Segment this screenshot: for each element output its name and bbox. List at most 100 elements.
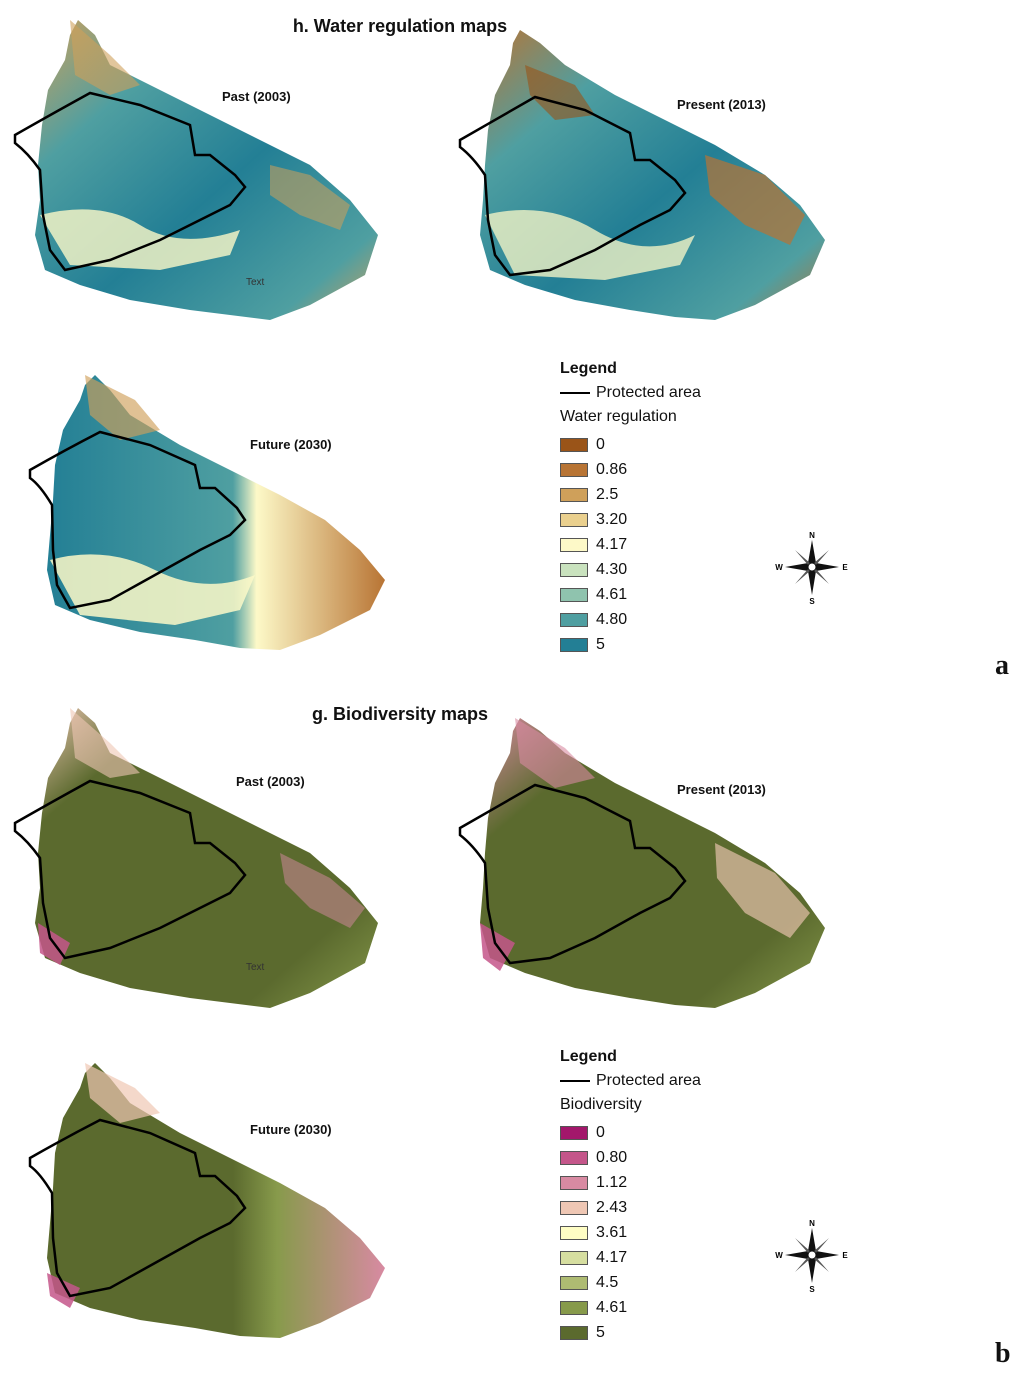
map-label-past: Past (2003) — [236, 774, 305, 789]
map-label-present: Present (2013) — [677, 782, 766, 797]
legend-protected-area-label: Protected area — [596, 1072, 701, 1089]
panel-letter: a — [995, 650, 1009, 681]
legend-item-label: 4.80 — [596, 610, 628, 628]
legend-swatch — [560, 612, 588, 627]
legend-item-label: 4.61 — [596, 585, 628, 603]
compass-s: S — [809, 1285, 815, 1293]
legend-items: 0 0.80 1.12 2.43 3.61 4.17 4.5 4.61 5 — [560, 1120, 701, 1345]
legend-item-label: 0.86 — [596, 460, 628, 478]
region-map — [13, 20, 378, 320]
legend-item: 0 — [560, 432, 701, 457]
panel-letter: b — [995, 1338, 1011, 1369]
compass-s: S — [809, 597, 815, 605]
compass-rose: N S W E — [775, 530, 850, 606]
legend-variable: Water regulation — [560, 408, 677, 425]
legend-item: 4.80 — [560, 607, 701, 632]
legend-item-label: 5 — [596, 1323, 605, 1341]
legend-item: 3.20 — [560, 507, 701, 532]
legend-item: 0.80 — [560, 1145, 701, 1170]
legend-swatch — [560, 537, 588, 552]
legend-item-label: 1.12 — [596, 1173, 628, 1191]
map-label-present: Present (2013) — [677, 97, 766, 112]
legend-heading: Legend — [560, 1048, 617, 1065]
legend-item: 5 — [560, 1320, 701, 1345]
legend-item-label: 0.80 — [596, 1148, 628, 1166]
legend-swatch — [560, 1175, 588, 1190]
legend-swatch — [560, 1150, 588, 1165]
legend-heading: Legend — [560, 360, 617, 377]
region-map — [458, 718, 825, 1008]
line-sample-icon — [560, 392, 590, 394]
legend-item-label: 4.17 — [596, 1248, 628, 1266]
protected-area-boundary — [13, 91, 247, 272]
legend-swatch — [560, 1275, 588, 1290]
legend-swatch — [560, 1225, 588, 1240]
legend-swatch — [560, 1300, 588, 1315]
legend-item: 4.30 — [560, 557, 701, 582]
legend-item: 5 — [560, 632, 701, 657]
legend-item-label: 0 — [596, 435, 605, 453]
compass-n: N — [809, 531, 815, 540]
legend-protected-area-label: Protected area — [596, 384, 701, 401]
legend-item: 1.12 — [560, 1170, 701, 1195]
legend-item-label: 3.20 — [596, 510, 628, 528]
legend-protected-area: Protected area — [560, 384, 701, 402]
legend-item: 4.5 — [560, 1270, 701, 1295]
map-present — [455, 25, 835, 335]
panel-biodiversity: g. Biodiversity maps Past (2003) Text — [0, 688, 1024, 1376]
legend-item: 0 — [560, 1120, 701, 1145]
legend-swatch — [560, 637, 588, 652]
compass-w: W — [775, 563, 783, 572]
legend-swatch — [560, 437, 588, 452]
map-stray-text: Text — [246, 277, 265, 288]
legend-item-label: 5 — [596, 635, 605, 653]
legend-swatch — [560, 1250, 588, 1265]
compass-icon: N S W E — [775, 531, 848, 606]
region-map — [28, 375, 385, 650]
legend-variable: Biodiversity — [560, 1096, 642, 1113]
region-map — [28, 1063, 385, 1338]
legend-swatch — [560, 512, 588, 527]
protected-area-boundary — [458, 783, 687, 965]
legend-swatch — [560, 587, 588, 602]
legend-item: 4.17 — [560, 1245, 701, 1270]
legend-swatch — [560, 562, 588, 577]
map-present — [455, 713, 835, 1023]
legend-item: 4.17 — [560, 532, 701, 557]
legend-item-label: 2.5 — [596, 485, 619, 503]
legend-item: 2.43 — [560, 1195, 701, 1220]
legend-swatch — [560, 1125, 588, 1140]
compass-n: N — [809, 1219, 815, 1228]
legend: Legend Protected area Biodiversity 0 0.80… — [560, 1048, 701, 1345]
legend-protected-area: Protected area — [560, 1072, 701, 1090]
map-stray-text: Text — [246, 962, 265, 973]
region-map — [458, 30, 825, 320]
panel-title: g. Biodiversity maps — [311, 704, 489, 724]
map-past — [10, 15, 390, 335]
legend-swatch — [560, 462, 588, 477]
legend-item: 3.61 — [560, 1220, 701, 1245]
protected-area-boundary — [28, 430, 247, 610]
legend-items: 0 0.86 2.5 3.20 4.17 4.30 4.61 4.80 5 — [560, 432, 701, 657]
protected-area-boundary — [458, 95, 687, 277]
legend-item: 4.61 — [560, 1295, 701, 1320]
compass-w: W — [775, 1251, 783, 1260]
map-label-future: Future (2030) — [250, 437, 332, 452]
compass-icon: N S W E — [775, 1219, 848, 1294]
legend-item-label: 4.17 — [596, 535, 628, 553]
legend-item: 4.61 — [560, 582, 701, 607]
compass-e: E — [842, 1251, 848, 1260]
compass-rose: N S W E — [775, 1218, 850, 1294]
legend-item: 0.86 — [560, 457, 701, 482]
map-future — [25, 370, 395, 660]
legend-item: 2.5 — [560, 482, 701, 507]
panel-title: h. Water regulation maps — [292, 16, 508, 36]
compass-e: E — [842, 563, 848, 572]
legend-item-label: 4.30 — [596, 560, 628, 578]
legend-item-label: 3.61 — [596, 1223, 628, 1241]
map-label-future: Future (2030) — [250, 1122, 332, 1137]
line-sample-icon — [560, 1080, 590, 1082]
legend-swatch — [560, 487, 588, 502]
region-map — [13, 708, 378, 1008]
map-label-past: Past (2003) — [222, 89, 291, 104]
